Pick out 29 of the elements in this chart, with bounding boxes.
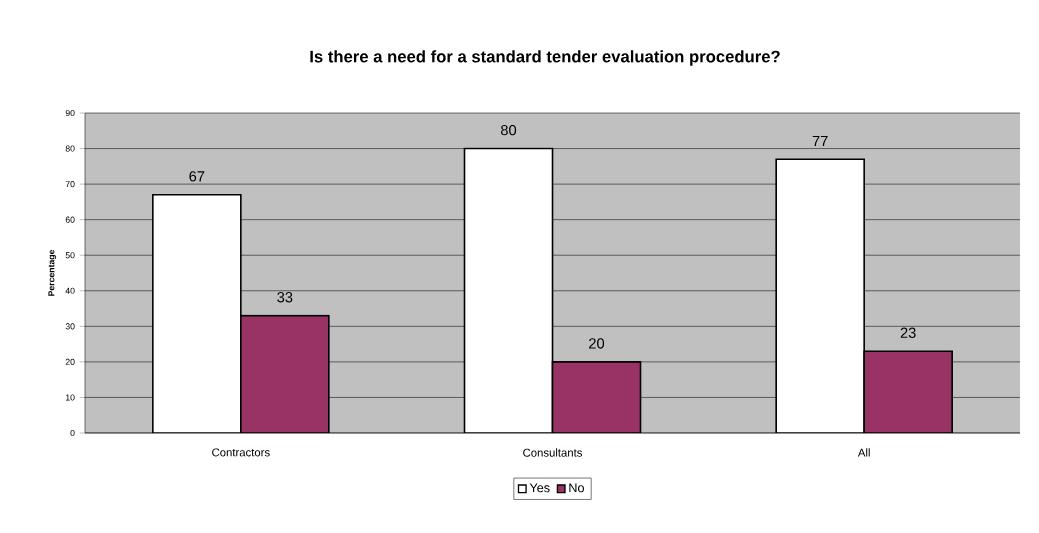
data-label: 20 bbox=[589, 338, 605, 349]
bar bbox=[240, 314, 330, 433]
y-tick-label: 70 bbox=[65, 181, 75, 188]
bar bbox=[775, 158, 865, 433]
chart-title: Is there a need for a standard tender evaluation procedure? bbox=[310, 50, 780, 66]
data-label: 80 bbox=[500, 124, 517, 136]
legend-label: Yes bbox=[529, 483, 550, 493]
bar bbox=[863, 350, 953, 433]
data-label: 77 bbox=[812, 135, 828, 146]
data-label: 67 bbox=[189, 171, 205, 182]
bar bbox=[463, 147, 554, 433]
bar bbox=[551, 361, 642, 433]
data-label: 33 bbox=[277, 292, 293, 303]
y-tick-label: 20 bbox=[65, 358, 75, 365]
bar bbox=[152, 193, 242, 433]
y-tick-label: 80 bbox=[65, 145, 75, 152]
y-tick-label: 30 bbox=[65, 323, 75, 330]
x-tick-label: All bbox=[857, 448, 870, 457]
y-tick-label: 40 bbox=[65, 287, 75, 294]
y-tick-label: 90 bbox=[65, 109, 75, 117]
y-tick-label: 60 bbox=[65, 216, 75, 223]
x-tick-label: Consultants bbox=[523, 448, 582, 457]
y-tick-label: 10 bbox=[65, 394, 75, 401]
x-tick-label: Contractors bbox=[212, 448, 270, 457]
legend-label: No bbox=[569, 483, 584, 493]
data-label: 23 bbox=[900, 327, 916, 338]
y-axis-title: Percentage bbox=[48, 249, 57, 296]
y-tick-label: 50 bbox=[65, 252, 75, 259]
y-tick-label: 0 bbox=[70, 429, 75, 437]
